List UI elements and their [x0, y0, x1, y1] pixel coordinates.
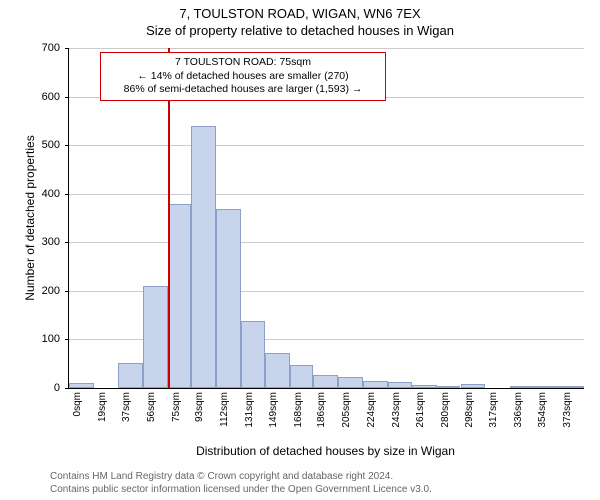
- xtick-label: 205sqm: [341, 392, 352, 440]
- ytick-mark: [65, 388, 69, 389]
- x-axis-label: Distribution of detached houses by size …: [68, 444, 583, 458]
- xtick-label: 131sqm: [244, 392, 255, 440]
- xtick-label: 261sqm: [415, 392, 426, 440]
- ytick-mark: [65, 242, 69, 243]
- footer-attribution: Contains HM Land Registry data © Crown c…: [50, 471, 432, 496]
- title-address: 7, TOULSTON ROAD, WIGAN, WN6 7EX: [0, 0, 600, 21]
- histogram-bar: [143, 286, 168, 388]
- footer-line1: Contains HM Land Registry data © Crown c…: [50, 471, 432, 484]
- gridline: [69, 145, 584, 146]
- histogram-bar: [338, 377, 363, 388]
- ytick-label: 400: [20, 188, 60, 200]
- xtick-label: 149sqm: [268, 392, 279, 440]
- histogram-bar: [559, 386, 584, 388]
- xtick-label: 112sqm: [219, 392, 230, 440]
- ytick-label: 600: [20, 91, 60, 103]
- annotation-line1: 7 TOULSTON ROAD: 75sqm: [107, 56, 379, 70]
- ytick-mark: [65, 97, 69, 98]
- ytick-mark: [65, 291, 69, 292]
- ytick-label: 700: [20, 42, 60, 54]
- xtick-label: 224sqm: [366, 392, 377, 440]
- xtick-label: 298sqm: [464, 392, 475, 440]
- xtick-label: 56sqm: [146, 392, 157, 440]
- ytick-label: 0: [20, 382, 60, 394]
- xtick-label: 280sqm: [440, 392, 451, 440]
- xtick-label: 168sqm: [293, 392, 304, 440]
- annotation-box: 7 TOULSTON ROAD: 75sqm ← 14% of detached…: [100, 52, 386, 101]
- ytick-label: 200: [20, 285, 60, 297]
- xtick-label: 317sqm: [488, 392, 499, 440]
- histogram-bar: [510, 386, 534, 388]
- histogram-bar: [290, 365, 314, 388]
- xtick-label: 373sqm: [562, 392, 573, 440]
- histogram-bar: [461, 384, 486, 388]
- xtick-label: 336sqm: [513, 392, 524, 440]
- gridline: [69, 242, 584, 243]
- ytick-mark: [65, 48, 69, 49]
- xtick-label: 0sqm: [72, 392, 83, 440]
- ytick-label: 500: [20, 139, 60, 151]
- xtick-label: 354sqm: [537, 392, 548, 440]
- histogram-bar: [69, 383, 94, 388]
- histogram-bar: [265, 353, 290, 388]
- xtick-label: 93sqm: [194, 392, 205, 440]
- histogram-bar: [241, 321, 265, 388]
- ytick-mark: [65, 194, 69, 195]
- xtick-label: 186sqm: [316, 392, 327, 440]
- histogram-bar: [388, 382, 412, 388]
- histogram-bar: [412, 385, 437, 388]
- y-axis-label: Number of detached properties: [23, 135, 37, 300]
- ytick-mark: [65, 339, 69, 340]
- annotation-line2: ← 14% of detached houses are smaller (27…: [107, 70, 379, 84]
- xtick-label: 75sqm: [171, 392, 182, 440]
- xtick-label: 37sqm: [121, 392, 132, 440]
- ytick-mark: [65, 145, 69, 146]
- title-subtitle: Size of property relative to detached ho…: [0, 21, 600, 38]
- histogram-bar: [534, 386, 559, 388]
- footer-line2: Contains public sector information licen…: [50, 484, 432, 497]
- histogram-bar: [168, 204, 192, 388]
- histogram-bar: [363, 381, 388, 388]
- histogram-bar: [216, 209, 241, 388]
- histogram-bar: [437, 386, 461, 388]
- histogram-bar: [118, 363, 143, 388]
- xtick-label: 19sqm: [97, 392, 108, 440]
- gridline: [69, 48, 584, 49]
- histogram-bar: [313, 375, 338, 388]
- xtick-label: 243sqm: [391, 392, 402, 440]
- gridline: [69, 194, 584, 195]
- annotation-line3: 86% of semi-detached houses are larger (…: [107, 83, 379, 97]
- histogram-bar: [191, 126, 216, 388]
- ytick-label: 300: [20, 236, 60, 248]
- ytick-label: 100: [20, 333, 60, 345]
